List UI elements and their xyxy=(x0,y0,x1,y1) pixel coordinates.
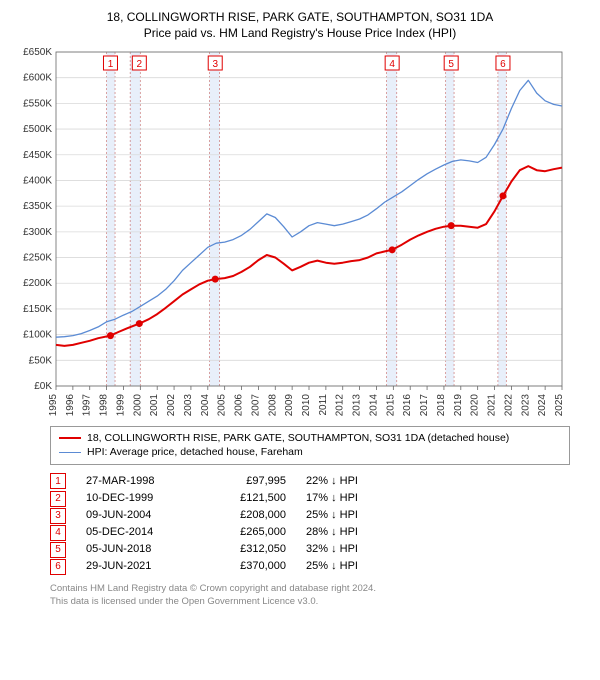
transaction-marker: 6 xyxy=(50,559,66,575)
svg-text:2007: 2007 xyxy=(250,393,261,415)
transaction-price: £370,000 xyxy=(206,558,286,575)
transaction-date: 09-JUN-2004 xyxy=(86,507,186,524)
svg-text:2025: 2025 xyxy=(554,393,565,415)
svg-text:2024: 2024 xyxy=(537,393,548,415)
svg-text:2005: 2005 xyxy=(217,393,228,415)
svg-text:£150K: £150K xyxy=(23,304,52,315)
svg-text:£250K: £250K xyxy=(23,252,52,263)
transaction-row: 3 09-JUN-2004 £208,000 25% ↓ HPI xyxy=(50,507,570,524)
svg-text:6: 6 xyxy=(500,59,506,70)
svg-text:2020: 2020 xyxy=(470,393,481,415)
legend-row: 18, COLLINGWORTH RISE, PARK GATE, SOUTHA… xyxy=(59,431,561,446)
footer-line1: Contains HM Land Registry data © Crown c… xyxy=(50,583,570,595)
transaction-date: 05-DEC-2014 xyxy=(86,524,186,541)
transaction-price: £97,995 xyxy=(206,473,286,490)
svg-text:2010: 2010 xyxy=(301,393,312,415)
transaction-delta: 22% ↓ HPI xyxy=(306,473,396,490)
svg-text:£400K: £400K xyxy=(23,175,52,186)
legend-row: HPI: Average price, detached house, Fare… xyxy=(59,445,561,460)
svg-text:1996: 1996 xyxy=(65,393,76,415)
svg-text:2001: 2001 xyxy=(149,393,160,415)
svg-text:£300K: £300K xyxy=(23,226,52,237)
svg-text:£450K: £450K xyxy=(23,149,52,160)
svg-text:1997: 1997 xyxy=(82,393,93,415)
transaction-marker: 3 xyxy=(50,508,66,524)
svg-text:2008: 2008 xyxy=(267,393,278,415)
transaction-delta: 17% ↓ HPI xyxy=(306,490,396,507)
transaction-delta: 28% ↓ HPI xyxy=(306,524,396,541)
title-address: 18, COLLINGWORTH RISE, PARK GATE, SOUTHA… xyxy=(10,10,590,26)
svg-text:£650K: £650K xyxy=(23,47,52,58)
transaction-date: 27-MAR-1998 xyxy=(86,473,186,490)
transaction-delta: 25% ↓ HPI xyxy=(306,558,396,575)
footer-attribution: Contains HM Land Registry data © Crown c… xyxy=(50,583,570,608)
transaction-delta: 32% ↓ HPI xyxy=(306,541,396,558)
svg-text:2022: 2022 xyxy=(503,393,514,415)
svg-text:2009: 2009 xyxy=(284,393,295,415)
transaction-date: 29-JUN-2021 xyxy=(86,558,186,575)
legend-swatch xyxy=(59,437,81,439)
footer-line2: This data is licensed under the Open Gov… xyxy=(50,596,570,608)
svg-text:2019: 2019 xyxy=(453,393,464,415)
svg-text:2006: 2006 xyxy=(234,393,245,415)
svg-text:£500K: £500K xyxy=(23,124,52,135)
svg-text:2017: 2017 xyxy=(419,393,430,415)
svg-text:£100K: £100K xyxy=(23,329,52,340)
svg-text:2002: 2002 xyxy=(166,393,177,415)
transaction-price: £208,000 xyxy=(206,507,286,524)
svg-text:2004: 2004 xyxy=(200,393,211,415)
svg-text:£550K: £550K xyxy=(23,98,52,109)
svg-text:5: 5 xyxy=(448,59,454,70)
transaction-price: £312,050 xyxy=(206,541,286,558)
legend-swatch xyxy=(59,452,81,453)
svg-text:£600K: £600K xyxy=(23,72,52,83)
svg-text:1: 1 xyxy=(108,59,114,70)
transaction-row: 2 10-DEC-1999 £121,500 17% ↓ HPI xyxy=(50,490,570,507)
transaction-row: 4 05-DEC-2014 £265,000 28% ↓ HPI xyxy=(50,524,570,541)
title-subtitle: Price paid vs. HM Land Registry's House … xyxy=(10,26,590,40)
transaction-delta: 25% ↓ HPI xyxy=(306,507,396,524)
svg-text:2021: 2021 xyxy=(487,393,498,415)
legend-label: HPI: Average price, detached house, Fare… xyxy=(87,445,303,460)
svg-text:2013: 2013 xyxy=(352,393,363,415)
svg-text:2016: 2016 xyxy=(402,393,413,415)
svg-text:4: 4 xyxy=(389,59,395,70)
svg-text:£200K: £200K xyxy=(23,278,52,289)
svg-text:3: 3 xyxy=(212,59,218,70)
transaction-date: 10-DEC-1999 xyxy=(86,490,186,507)
svg-text:2018: 2018 xyxy=(436,393,447,415)
svg-text:1998: 1998 xyxy=(99,393,110,415)
transaction-row: 5 05-JUN-2018 £312,050 32% ↓ HPI xyxy=(50,541,570,558)
svg-text:2023: 2023 xyxy=(520,393,531,415)
transaction-marker: 4 xyxy=(50,525,66,541)
svg-text:2000: 2000 xyxy=(132,393,143,415)
transaction-row: 6 29-JUN-2021 £370,000 25% ↓ HPI xyxy=(50,558,570,575)
transaction-price: £121,500 xyxy=(206,490,286,507)
transaction-marker: 1 xyxy=(50,473,66,489)
svg-text:£350K: £350K xyxy=(23,201,52,212)
svg-text:2015: 2015 xyxy=(385,393,396,415)
transaction-date: 05-JUN-2018 xyxy=(86,541,186,558)
svg-text:£0K: £0K xyxy=(34,381,52,392)
legend-label: 18, COLLINGWORTH RISE, PARK GATE, SOUTHA… xyxy=(87,431,509,446)
svg-text:2012: 2012 xyxy=(335,393,346,415)
svg-text:1995: 1995 xyxy=(48,393,59,415)
legend: 18, COLLINGWORTH RISE, PARK GATE, SOUTHA… xyxy=(50,426,570,465)
svg-text:2014: 2014 xyxy=(368,393,379,415)
transaction-marker: 2 xyxy=(50,491,66,507)
svg-text:1999: 1999 xyxy=(115,393,126,415)
svg-text:£50K: £50K xyxy=(29,355,53,366)
svg-text:2: 2 xyxy=(137,59,143,70)
svg-text:2011: 2011 xyxy=(318,393,329,415)
svg-text:2003: 2003 xyxy=(183,393,194,415)
price-chart: £0K £50K £100K £150K £200K £250K £300K £350K £40… xyxy=(10,46,590,416)
transaction-table: 1 27-MAR-1998 £97,995 22% ↓ HPI 2 10-DEC-1999… xyxy=(50,473,570,575)
transaction-row: 1 27-MAR-1998 £97,995 22% ↓ HPI xyxy=(50,473,570,490)
transaction-price: £265,000 xyxy=(206,524,286,541)
transaction-marker: 5 xyxy=(50,542,66,558)
